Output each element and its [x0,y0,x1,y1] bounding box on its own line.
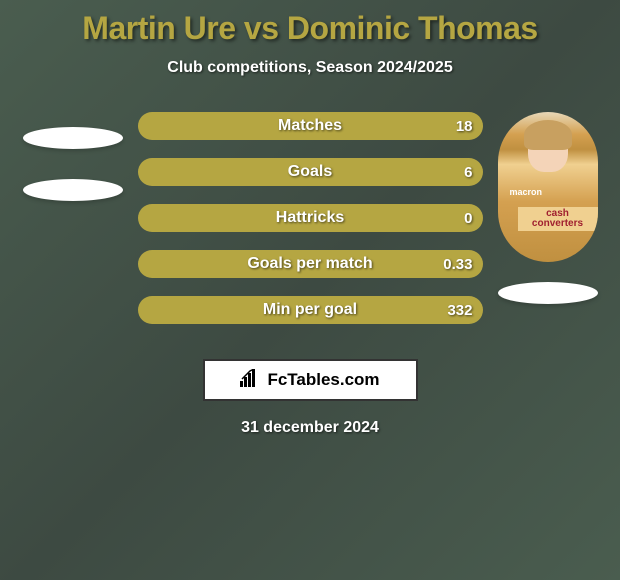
player-left-shadow-2 [23,179,123,201]
jersey-sponsor: cash converters [518,207,598,231]
player-left-shadow-1 [23,127,123,149]
player-right-column: macron cash converters [498,112,598,304]
stat-value-right: 18 [456,118,473,135]
chart-icon [240,369,262,392]
jersey-brand: macron [510,187,543,197]
stat-label: Hattricks [276,209,344,227]
stat-label: Matches [278,117,342,135]
stat-row-matches: Matches 18 [138,112,483,140]
player-right-shadow [498,282,598,304]
player-left-column [23,112,123,201]
stat-label: Goals [288,163,332,181]
stat-label: Min per goal [263,301,357,319]
stat-rows: Matches 18 Goals 6 Hattricks 0 Goals per… [138,112,483,324]
date-text: 31 december 2024 [0,419,620,437]
stat-value-right: 0 [464,210,472,227]
stat-row-min-per-goal: Min per goal 332 [138,296,483,324]
stat-row-goals-per-match: Goals per match 0.33 [138,250,483,278]
fctables-box[interactable]: FcTables.com [203,359,418,401]
stat-value-right: 332 [447,302,472,319]
stat-row-goals: Goals 6 [138,158,483,186]
main-container: Martin Ure vs Dominic Thomas Club compet… [0,0,620,447]
page-title: Martin Ure vs Dominic Thomas [0,10,620,47]
stat-value-right: 6 [464,164,472,181]
stat-row-hattricks: Hattricks 0 [138,204,483,232]
player-right-photo: macron cash converters [498,112,598,262]
stat-value-right: 0.33 [443,256,472,273]
stats-area: Matches 18 Goals 6 Hattricks 0 Goals per… [0,112,620,324]
stat-label: Goals per match [247,255,372,273]
fctables-label: FcTables.com [267,370,379,390]
subtitle: Club competitions, Season 2024/2025 [0,59,620,77]
